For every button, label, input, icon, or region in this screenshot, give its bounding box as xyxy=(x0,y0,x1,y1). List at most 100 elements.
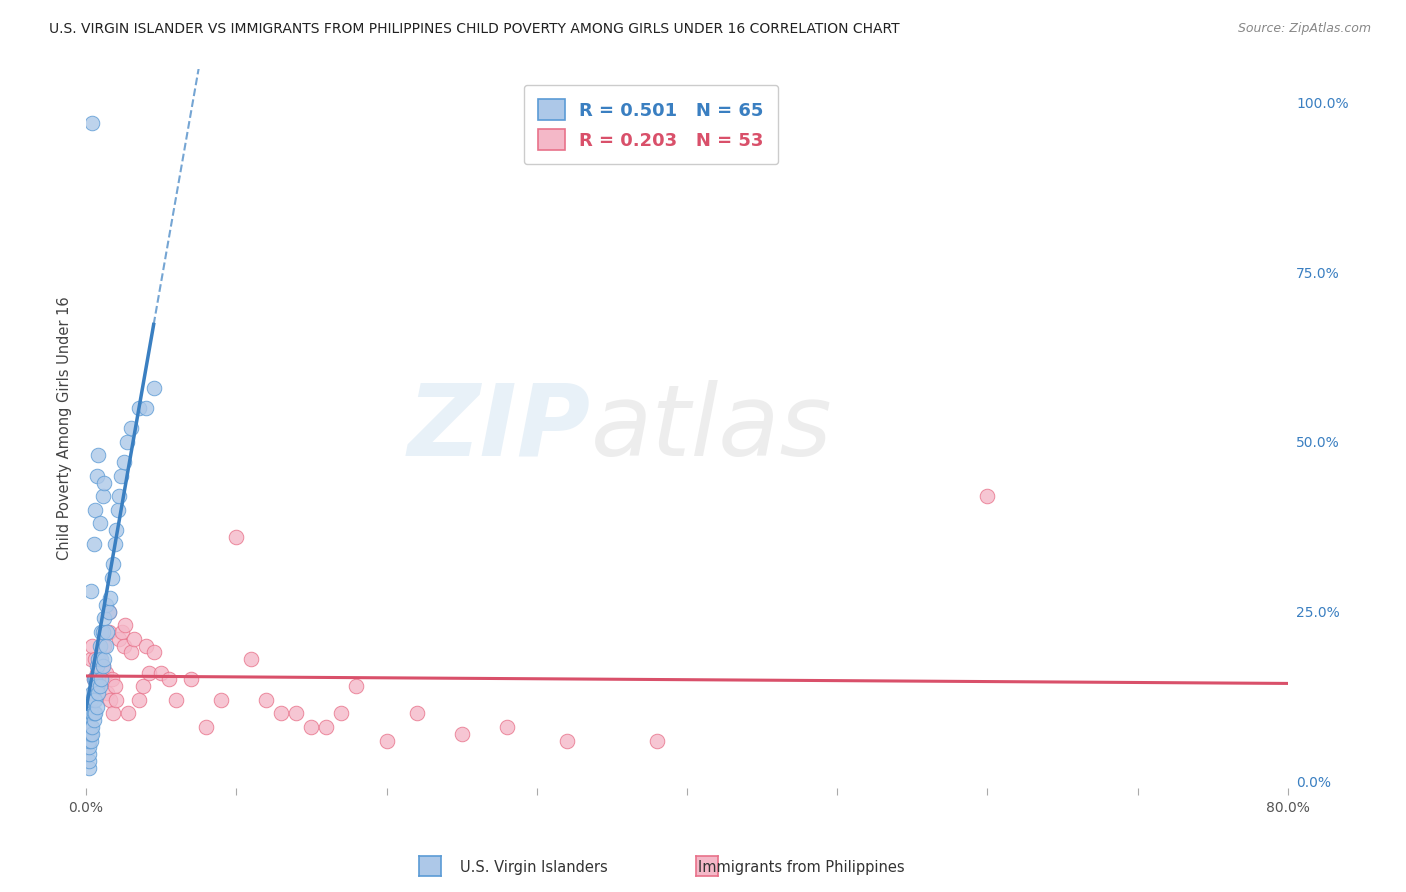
Point xyxy=(90,673,112,687)
Point xyxy=(112,639,135,653)
Point xyxy=(91,658,114,673)
Legend: R = 0.501   N = 65, R = 0.203   N = 53: R = 0.501 N = 65, R = 0.203 N = 53 xyxy=(523,85,779,164)
Point xyxy=(80,639,103,653)
Point xyxy=(87,679,110,693)
Point xyxy=(90,673,112,687)
Point xyxy=(89,652,111,666)
Point xyxy=(450,727,472,741)
Point xyxy=(128,401,150,415)
Point xyxy=(405,706,427,721)
Point xyxy=(79,693,101,707)
Point xyxy=(375,733,398,747)
Text: Immigrants from Philippines: Immigrants from Philippines xyxy=(699,860,904,874)
Text: U.S. Virgin Islanders: U.S. Virgin Islanders xyxy=(460,860,609,874)
Point xyxy=(83,706,105,721)
Point xyxy=(135,401,157,415)
Point xyxy=(84,693,107,707)
Point xyxy=(117,706,139,721)
Point xyxy=(89,516,111,531)
Point xyxy=(97,605,120,619)
Point xyxy=(79,727,101,741)
Point xyxy=(101,557,124,571)
Y-axis label: Child Poverty Among Girls Under 16: Child Poverty Among Girls Under 16 xyxy=(58,296,72,560)
Point xyxy=(93,475,115,490)
Point xyxy=(976,489,998,503)
Point xyxy=(138,665,160,680)
Point xyxy=(209,693,232,707)
Point xyxy=(346,679,368,693)
Point xyxy=(110,468,132,483)
Point xyxy=(157,673,180,687)
Point xyxy=(79,584,101,599)
Point xyxy=(105,523,128,537)
Point xyxy=(240,652,263,666)
Point xyxy=(87,686,110,700)
Point xyxy=(91,658,114,673)
Text: ZIP: ZIP xyxy=(408,380,591,477)
Point xyxy=(96,686,118,700)
Point xyxy=(86,658,108,673)
Point xyxy=(83,693,105,707)
Point xyxy=(86,468,108,483)
Point xyxy=(86,679,108,693)
Point xyxy=(120,421,142,435)
Point xyxy=(84,502,107,516)
Point xyxy=(79,733,101,747)
Point xyxy=(83,673,105,687)
Point xyxy=(94,598,117,612)
Point xyxy=(100,571,122,585)
Point xyxy=(555,733,578,747)
Point xyxy=(104,679,127,693)
Point xyxy=(150,665,173,680)
Point xyxy=(79,706,101,721)
Point xyxy=(315,720,337,734)
Point xyxy=(77,727,100,741)
Point xyxy=(84,673,107,687)
Point xyxy=(128,693,150,707)
Point xyxy=(89,679,111,693)
Point xyxy=(77,754,100,768)
Point xyxy=(89,639,111,653)
Point xyxy=(142,645,165,659)
Point xyxy=(142,380,165,394)
Point xyxy=(108,489,131,503)
Point xyxy=(77,733,100,747)
Point xyxy=(135,639,157,653)
Point xyxy=(91,624,114,639)
Point xyxy=(100,673,122,687)
Point xyxy=(97,624,120,639)
Point xyxy=(87,652,110,666)
Point xyxy=(101,706,124,721)
Point xyxy=(270,706,292,721)
Point xyxy=(104,537,127,551)
Point xyxy=(90,652,112,666)
Text: atlas: atlas xyxy=(591,380,832,477)
Point xyxy=(114,618,136,632)
Point xyxy=(79,720,101,734)
Point xyxy=(495,720,517,734)
Point xyxy=(107,502,129,516)
Point xyxy=(111,624,134,639)
Point xyxy=(84,652,107,666)
Point xyxy=(98,591,121,605)
Point xyxy=(80,720,103,734)
Point xyxy=(180,673,202,687)
Point xyxy=(97,605,120,619)
Point xyxy=(93,652,115,666)
Point xyxy=(77,713,100,727)
Point xyxy=(84,706,107,721)
Point xyxy=(86,699,108,714)
Point xyxy=(108,632,131,646)
Point xyxy=(96,624,118,639)
Point xyxy=(80,686,103,700)
Text: U.S. VIRGIN ISLANDER VS IMMIGRANTS FROM PHILIPPINES CHILD POVERTY AMONG GIRLS UN: U.S. VIRGIN ISLANDER VS IMMIGRANTS FROM … xyxy=(49,22,900,37)
Point xyxy=(93,639,115,653)
Point xyxy=(94,665,117,680)
Point xyxy=(94,639,117,653)
Point xyxy=(83,713,105,727)
Point xyxy=(80,727,103,741)
Point xyxy=(83,673,105,687)
Point xyxy=(87,449,110,463)
Point xyxy=(132,679,155,693)
Point xyxy=(122,632,145,646)
